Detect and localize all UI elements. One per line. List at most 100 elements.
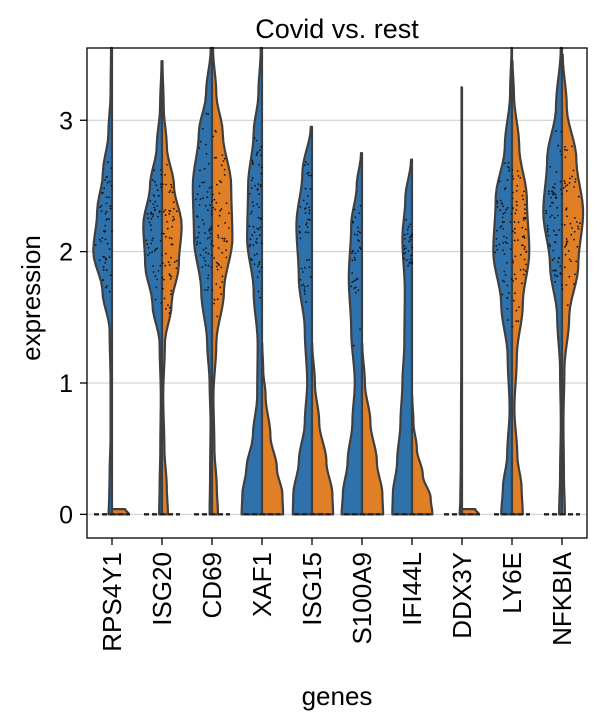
expression-point [201,219,204,221]
expression-point [506,179,509,182]
expression-point [305,301,307,303]
points-IFI44L [403,219,413,267]
expression-point [175,210,178,213]
expression-point [510,278,513,280]
expression-point [521,282,523,285]
expression-point [560,193,563,196]
expression-point [408,262,411,265]
expression-point [103,256,106,259]
expression-point [198,231,200,234]
expression-point [221,275,224,278]
expression-point [196,216,199,218]
expression-point [104,261,106,264]
expression-point [565,208,567,211]
expression-point [258,263,260,266]
expression-point [308,209,311,212]
expression-point [215,201,218,204]
expression-point [511,325,514,328]
expression-point [168,273,171,276]
expression-point [149,200,152,202]
expression-point [211,210,213,213]
expression-point [198,147,201,149]
expression-point [105,219,108,221]
expression-point [106,242,109,245]
expression-point [203,181,206,184]
expression-point [359,248,362,250]
expression-point [524,217,527,220]
expression-point [108,218,110,220]
expression-point [553,241,556,244]
expression-point [165,183,167,186]
x-tick-label: DDX3Y [447,552,477,639]
expression-point [303,290,306,293]
expression-point [249,243,252,246]
expression-point [522,198,525,201]
expression-point [304,164,306,167]
violin-half-rest [560,53,585,516]
expression-point [260,172,263,175]
expression-point [306,285,309,287]
expression-point [199,242,202,245]
expression-point [356,234,359,236]
expression-point [213,298,216,301]
expression-point [248,245,251,248]
expression-point [509,221,512,224]
points-LY6E [494,161,528,328]
expression-point [561,223,563,226]
expression-point [403,257,406,260]
expression-point [579,222,581,225]
expression-point [404,251,407,254]
expression-point [252,225,255,228]
expression-point [298,225,301,228]
expression-point [250,210,253,213]
expression-point [523,190,525,193]
expression-point [102,265,105,268]
expression-point [257,183,260,186]
expression-point [517,320,520,323]
expression-point [568,182,571,184]
expression-point [561,284,563,286]
violin-IFI44L [391,158,434,516]
expression-point [105,196,108,199]
expression-point [565,207,568,210]
expression-point [358,212,361,215]
expression-point [511,207,514,209]
violin-half-covid [142,60,164,516]
expression-point [411,246,413,249]
expression-point [564,253,567,256]
expression-point [147,246,150,249]
expression-point [153,249,156,252]
expression-point [515,320,518,323]
expression-point [568,258,571,261]
x-axis-label: genes [302,681,373,711]
expression-point [554,234,557,236]
expression-point [99,206,101,209]
expression-point [403,248,406,250]
expression-point [410,233,413,236]
expression-point [258,234,261,237]
expression-point [356,277,358,280]
expression-point [552,269,555,272]
expression-point [357,289,360,292]
expression-point [306,202,308,205]
expression-point [198,185,201,188]
expression-point [522,273,525,276]
x-tick-label: RPS4Y1 [97,552,127,652]
expression-point [548,192,550,195]
expression-point [571,227,573,229]
expression-point [163,278,165,281]
expression-point [101,279,104,281]
expression-point [564,156,567,159]
expression-point [404,237,406,240]
expression-point [556,234,558,236]
expression-point [560,273,563,275]
x-tick-label: CD69 [197,552,227,618]
expression-point [156,189,159,192]
expression-point [208,236,211,239]
expression-point [172,216,175,218]
expression-point [225,240,228,243]
points-CD69 [194,112,230,318]
violin-half-covid [92,46,114,516]
expression-point [221,237,224,240]
expression-point [108,290,111,293]
